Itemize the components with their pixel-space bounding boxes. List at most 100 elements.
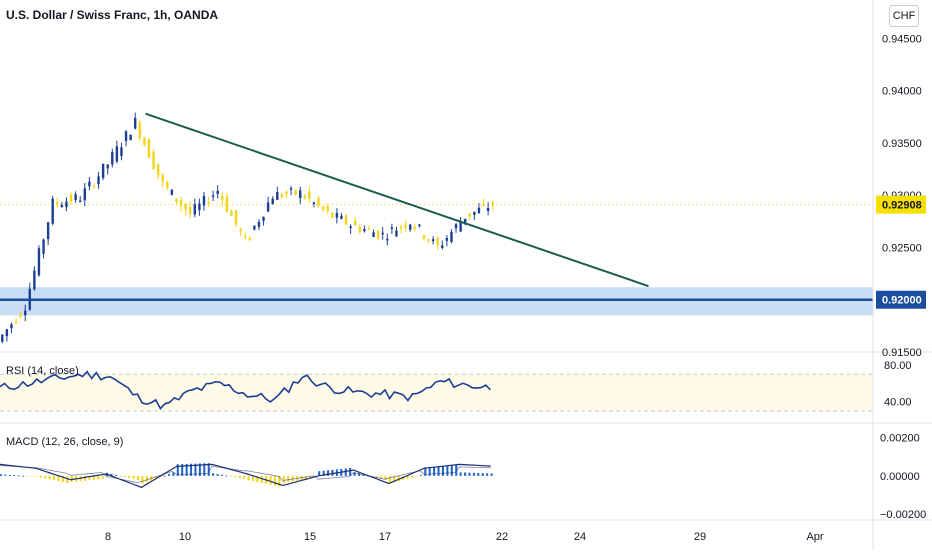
price-candle-body bbox=[386, 238, 389, 241]
macd-histogram-bar bbox=[357, 473, 360, 476]
price-candle-body bbox=[436, 238, 439, 246]
price-candle-body bbox=[376, 230, 380, 239]
price-candle-body bbox=[138, 122, 141, 139]
price-candle-body bbox=[248, 238, 251, 240]
macd-histogram-bar bbox=[22, 475, 25, 477]
price-candle-body bbox=[37, 248, 41, 276]
time-axis-tick: 8 bbox=[105, 531, 111, 543]
macd-histogram-bar bbox=[198, 463, 201, 476]
price-candle-body bbox=[207, 202, 210, 205]
macd-histogram-bar bbox=[419, 475, 422, 476]
macd-histogram-bar bbox=[393, 475, 396, 483]
price-candle-body bbox=[101, 163, 105, 178]
macd-histogram-bar bbox=[304, 475, 307, 480]
support-zone bbox=[0, 287, 873, 316]
macd-pane: MACD (12, 26, close, 9) bbox=[0, 436, 493, 489]
macd-histogram-bar bbox=[433, 466, 436, 476]
macd-histogram-bar bbox=[185, 463, 188, 476]
macd-histogram-bar bbox=[66, 475, 69, 484]
macd-histogram-bar bbox=[397, 475, 400, 482]
macd-histogram-bar bbox=[97, 475, 100, 480]
macd-histogram-bar bbox=[137, 475, 140, 481]
price-candle-body bbox=[10, 324, 13, 329]
macd-histogram-bar bbox=[194, 463, 197, 476]
macd-histogram-bar bbox=[229, 475, 232, 477]
macd-label: MACD (12, 26, close, 9) bbox=[6, 436, 123, 448]
price-candle-body bbox=[326, 206, 329, 211]
time-axis-tick: 17 bbox=[379, 531, 391, 543]
macd-histogram-bar bbox=[481, 473, 484, 476]
macd-histogram-bar bbox=[243, 475, 246, 479]
price-candle-body bbox=[312, 202, 316, 205]
price-candle-body bbox=[450, 231, 453, 242]
price-candle-body bbox=[120, 147, 123, 156]
macd-histogram-bar bbox=[353, 472, 356, 476]
price-candle-body bbox=[354, 220, 357, 226]
price-axis-tick: 0.92500 bbox=[882, 242, 922, 254]
macd-histogram-bar bbox=[384, 475, 387, 480]
price-candle-body bbox=[464, 218, 467, 223]
price-candle-body bbox=[340, 215, 343, 219]
price-candle-body bbox=[390, 227, 394, 229]
price-candle-body bbox=[230, 211, 233, 216]
macd-histogram-bar bbox=[260, 475, 263, 484]
price-candle-body bbox=[143, 137, 146, 145]
price-candle-body bbox=[459, 221, 462, 232]
macd-histogram-bar bbox=[477, 472, 480, 476]
macd-histogram-bar bbox=[322, 470, 325, 476]
price-candle-body bbox=[308, 191, 311, 199]
price-candle-body bbox=[289, 188, 293, 190]
rsi-band bbox=[0, 374, 873, 411]
macd-histogram-bar bbox=[53, 475, 56, 481]
macd-histogram-bar bbox=[251, 475, 254, 482]
macd-histogram-bar bbox=[101, 475, 104, 479]
last-price-tag: 0.92908 bbox=[882, 200, 922, 212]
price-candle-body bbox=[491, 201, 494, 206]
price-candle-body bbox=[74, 194, 77, 201]
macd-histogram-bar bbox=[446, 465, 449, 476]
macd-histogram-bar bbox=[490, 473, 493, 476]
price-candle-body bbox=[1, 334, 4, 342]
price-candle-body bbox=[175, 198, 178, 202]
macd-histogram-bar bbox=[114, 474, 117, 476]
price-candle-body bbox=[454, 224, 458, 229]
price-candle-body bbox=[294, 190, 297, 195]
price-candle-body bbox=[42, 239, 45, 254]
macd-histogram-bar bbox=[48, 475, 51, 480]
price-candle-body bbox=[317, 197, 320, 206]
macd-axis-tick: −0.00200 bbox=[880, 509, 926, 521]
macd-histogram-bar bbox=[282, 475, 285, 483]
price-candle-body bbox=[129, 134, 132, 141]
macd-signal-line bbox=[0, 465, 491, 484]
currency-button[interactable]: CHF bbox=[889, 5, 919, 27]
macd-histogram-bar bbox=[123, 475, 126, 478]
price-candle-body bbox=[486, 207, 490, 211]
macd-histogram-bar bbox=[287, 475, 290, 483]
price-candle-body bbox=[367, 228, 371, 230]
price-candle-body bbox=[51, 198, 54, 224]
price-candle-body bbox=[431, 239, 435, 242]
macd-histogram-bar bbox=[39, 475, 42, 478]
macd-histogram-bar bbox=[167, 474, 170, 476]
price-pane bbox=[0, 112, 873, 344]
price-candle-body bbox=[88, 181, 91, 187]
price-candle-body bbox=[106, 164, 109, 169]
last-price-tag-bg bbox=[876, 195, 926, 214]
price-candle-body bbox=[395, 230, 398, 237]
price-axis-tick: 0.91500 bbox=[882, 347, 922, 359]
price-candle-body bbox=[271, 198, 274, 205]
macd-histogram-bar bbox=[30, 475, 33, 477]
price-candle-body bbox=[344, 215, 348, 225]
price-candle-body bbox=[441, 245, 444, 248]
price-candle-body bbox=[79, 200, 82, 203]
price-candle-body bbox=[33, 270, 36, 290]
price-candle-body bbox=[363, 229, 366, 232]
macd-histogram-bar bbox=[141, 475, 144, 485]
rsi-pane: RSI (14, close) bbox=[0, 365, 873, 412]
macd-histogram-bar bbox=[318, 471, 321, 476]
macd-histogram-bar bbox=[411, 475, 414, 478]
price-candle-body bbox=[221, 195, 224, 201]
macd-histogram-bar bbox=[327, 470, 330, 476]
